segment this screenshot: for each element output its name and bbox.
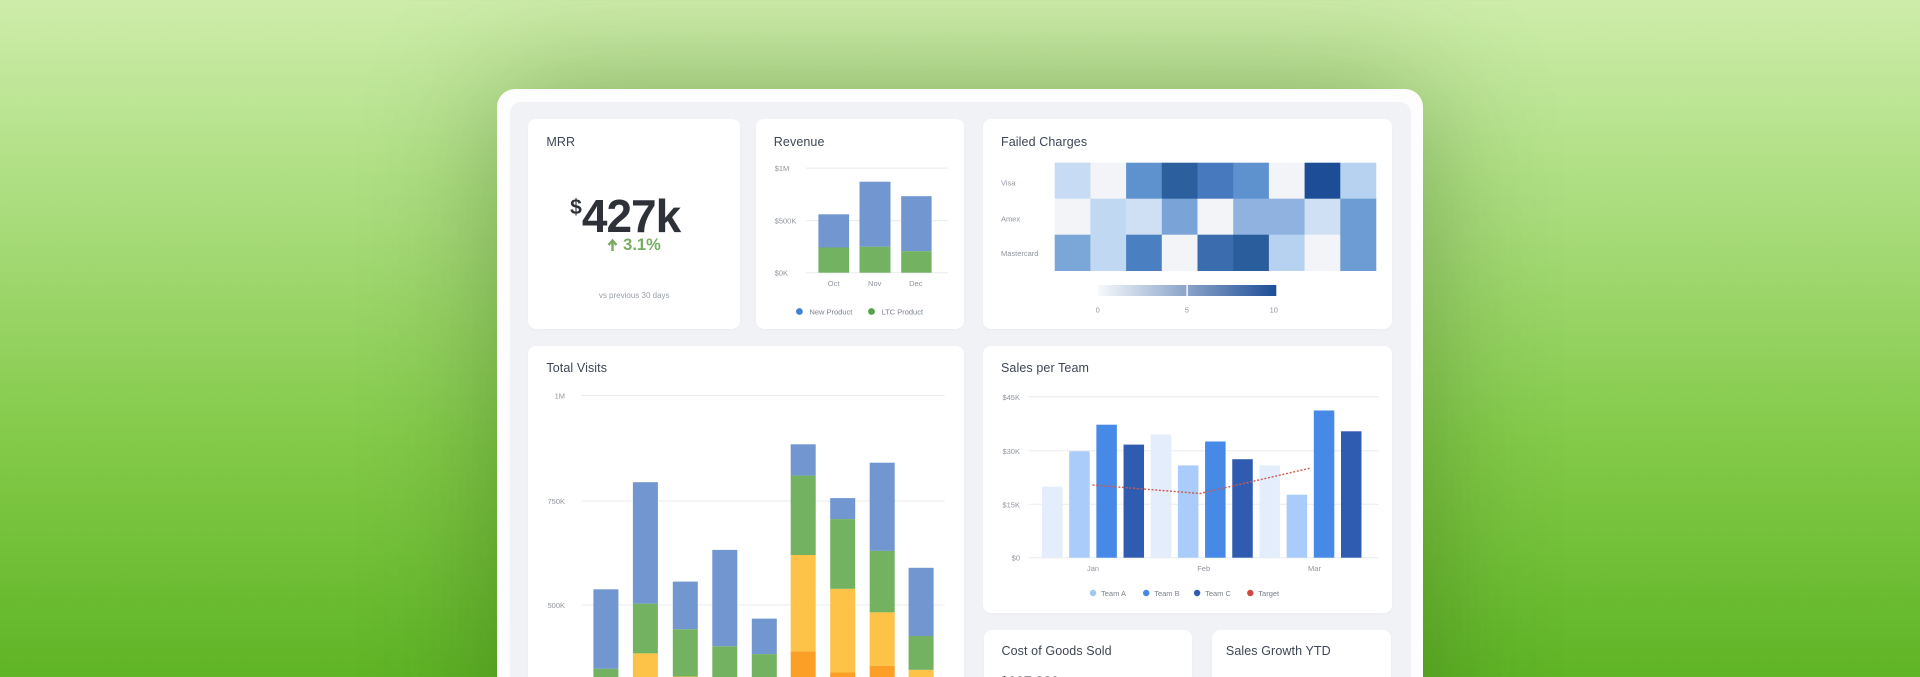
svg-text:Amex: Amex	[1001, 214, 1020, 223]
svg-text:1M: 1M	[555, 391, 565, 400]
svg-text:Jan: Jan	[1087, 563, 1099, 572]
svg-text:LTC Product: LTC Product	[881, 307, 923, 316]
svg-text:Team B: Team B	[1154, 589, 1179, 598]
svg-text:Visa: Visa	[1001, 178, 1016, 187]
svg-text:$0K: $0K	[774, 268, 787, 277]
svg-text:Mastercard: Mastercard	[1001, 248, 1038, 257]
svg-text:0: 0	[1096, 305, 1100, 314]
svg-text:Feb: Feb	[1197, 563, 1210, 572]
svg-text:750K: 750K	[548, 497, 565, 506]
svg-text:Target: Target	[1258, 589, 1280, 598]
svg-text:Nov: Nov	[868, 278, 882, 287]
svg-text:Oct: Oct	[828, 278, 841, 287]
svg-text:$45K: $45K	[1002, 392, 1020, 401]
svg-text:$0: $0	[1012, 553, 1020, 562]
svg-text:500K: 500K	[548, 600, 565, 609]
svg-text:$500K: $500K	[774, 216, 796, 225]
svg-text:$15K: $15K	[1002, 500, 1020, 509]
svg-text:$1M: $1M	[774, 164, 789, 173]
svg-text:Dec: Dec	[909, 278, 923, 287]
svg-text:Mar: Mar	[1308, 563, 1321, 572]
svg-text:New Product: New Product	[809, 307, 853, 316]
svg-text:5: 5	[1185, 305, 1189, 314]
svg-text:Team A: Team A	[1101, 589, 1126, 598]
svg-text:Team C: Team C	[1205, 589, 1231, 598]
svg-text:10: 10	[1270, 305, 1278, 314]
svg-text:$30K: $30K	[1002, 446, 1020, 455]
